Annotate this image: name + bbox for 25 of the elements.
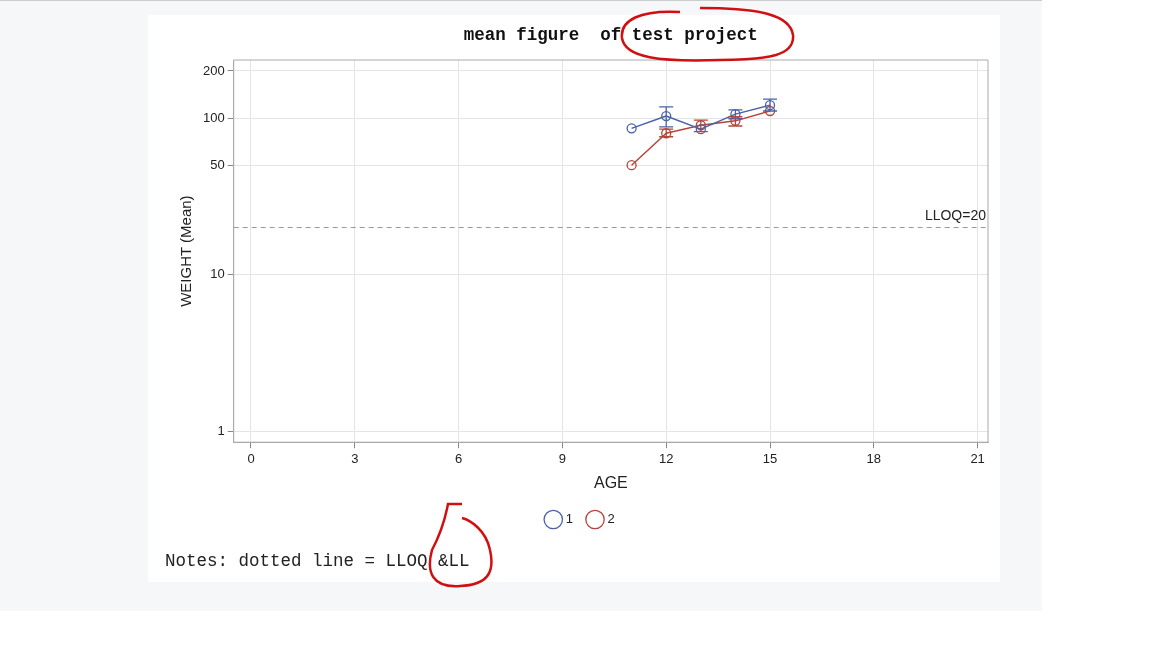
ref-line-label: LLOQ=20: [924, 207, 987, 224]
chart-title: mean figure of test project: [463, 25, 758, 46]
text: Notes: dotted line = LLOQ &LL: [165, 550, 470, 571]
y-tick-label: 100: [202, 109, 225, 125]
point: [626, 123, 637, 134]
x-tick-label: 0: [247, 450, 255, 466]
point: [764, 105, 776, 117]
x-tick-label: 6: [454, 450, 463, 466]
legend-label: 2: [607, 511, 615, 527]
y-tick-label: 10: [210, 266, 225, 282]
point: [626, 160, 637, 171]
x-tick-label: 21: [970, 450, 985, 466]
legend-label: 1: [565, 511, 573, 527]
y-tick-label: 50: [210, 156, 225, 172]
x-tick-label: 12: [658, 450, 674, 466]
y-tick-label: 200: [202, 62, 225, 78]
x-tick-label: 15: [762, 450, 778, 466]
x-axis-title: AGE: [593, 473, 628, 491]
y-axis-title: WEIGHT (Mean): [177, 195, 195, 307]
x-tick-label: 9: [558, 450, 567, 466]
point: [661, 110, 672, 122]
x-tick-label: 18: [866, 450, 882, 466]
y-tick-label: 1: [217, 422, 225, 438]
point: [695, 123, 706, 135]
x-tick-label: 3: [351, 450, 359, 466]
